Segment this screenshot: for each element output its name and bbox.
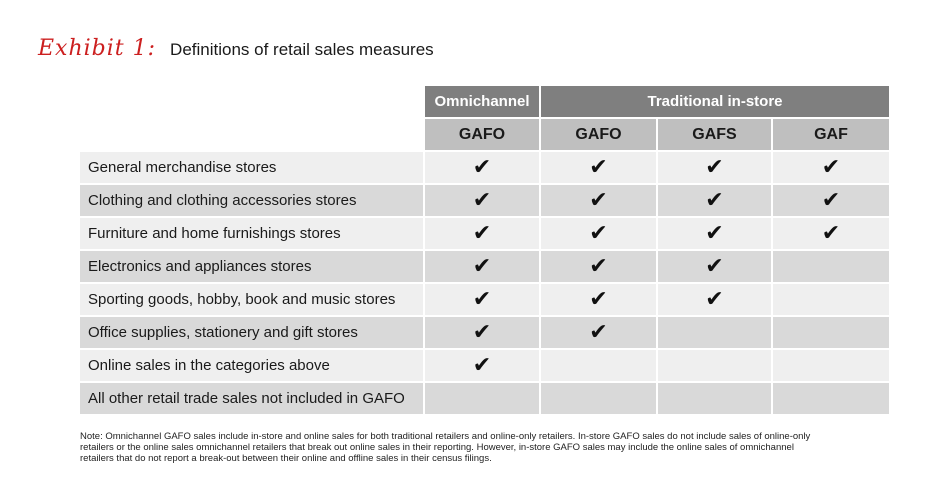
footnote: Note: Omnichannel GAFO sales include in-… — [80, 431, 811, 464]
page-title: Definitions of retail sales measures — [170, 40, 434, 59]
check-icon: ✔ — [425, 152, 539, 183]
table-row: Clothing and clothing accessories stores… — [80, 185, 889, 216]
check-icon: ✔ — [773, 185, 889, 216]
check-icon: ✔ — [541, 317, 656, 348]
row-label: Office supplies, stationery and gift sto… — [80, 317, 423, 348]
row-label: Sporting goods, hobby, book and music st… — [80, 284, 423, 315]
empty-cell — [773, 350, 889, 381]
table-row: General merchandise stores ✔ ✔ ✔ ✔ — [80, 152, 889, 183]
check-icon: ✔ — [658, 152, 771, 183]
column-header-gafo: GAFO — [541, 119, 656, 150]
check-icon: ✔ — [773, 218, 889, 249]
column-header-gaf: GAF — [773, 119, 889, 150]
check-icon: ✔ — [425, 218, 539, 249]
header-blank-cell — [80, 86, 423, 117]
row-label: General merchandise stores — [80, 152, 423, 183]
empty-cell — [658, 350, 771, 381]
row-label: Electronics and appliances stores — [80, 251, 423, 282]
empty-cell — [425, 383, 539, 414]
check-icon: ✔ — [658, 185, 771, 216]
table-row: Online sales in the categories above ✔ — [80, 350, 889, 381]
retail-measures-table: Omnichannel Traditional in-store GAFO GA… — [78, 84, 891, 416]
check-icon: ✔ — [541, 284, 656, 315]
check-icon: ✔ — [425, 317, 539, 348]
column-header-omni-gafo: GAFO — [425, 119, 539, 150]
check-icon: ✔ — [541, 251, 656, 282]
empty-cell — [541, 350, 656, 381]
check-icon: ✔ — [425, 284, 539, 315]
empty-cell — [658, 383, 771, 414]
check-icon: ✔ — [658, 251, 771, 282]
check-icon: ✔ — [425, 251, 539, 282]
check-icon: ✔ — [773, 152, 889, 183]
table-row: Electronics and appliances stores ✔ ✔ ✔ — [80, 251, 889, 282]
empty-cell — [773, 284, 889, 315]
table-body: General merchandise stores ✔ ✔ ✔ ✔ Clothing a… — [80, 152, 889, 414]
subheader-blank-cell — [80, 119, 423, 150]
check-icon: ✔ — [658, 284, 771, 315]
check-icon: ✔ — [425, 350, 539, 381]
check-icon: ✔ — [541, 218, 656, 249]
empty-cell — [658, 317, 771, 348]
empty-cell — [773, 383, 889, 414]
row-label: Online sales in the categories above — [80, 350, 423, 381]
empty-cell — [773, 317, 889, 348]
table-row: Sporting goods, hobby, book and music st… — [80, 284, 889, 315]
exhibit-label: Exhibit 1: — [38, 36, 157, 61]
table-row: Furniture and home furnishings stores ✔ ✔ ✔… — [80, 218, 889, 249]
empty-cell — [773, 251, 889, 282]
empty-cell — [541, 383, 656, 414]
exhibit-title: Exhibit 1: Definitions of retail sales m… — [38, 36, 434, 61]
row-label: All other retail trade sales not include… — [80, 383, 423, 414]
check-icon: ✔ — [658, 218, 771, 249]
check-icon: ✔ — [425, 185, 539, 216]
check-icon: ✔ — [541, 152, 656, 183]
check-icon: ✔ — [541, 185, 656, 216]
table-row: Office supplies, stationery and gift sto… — [80, 317, 889, 348]
column-header-gafs: GAFS — [658, 119, 771, 150]
header-traditional-in-store: Traditional in-store — [541, 86, 889, 117]
row-label: Furniture and home furnishings stores — [80, 218, 423, 249]
table-row: All other retail trade sales not include… — [80, 383, 889, 414]
header-omnichannel: Omnichannel — [425, 86, 539, 117]
row-label: Clothing and clothing accessories stores — [80, 185, 423, 216]
